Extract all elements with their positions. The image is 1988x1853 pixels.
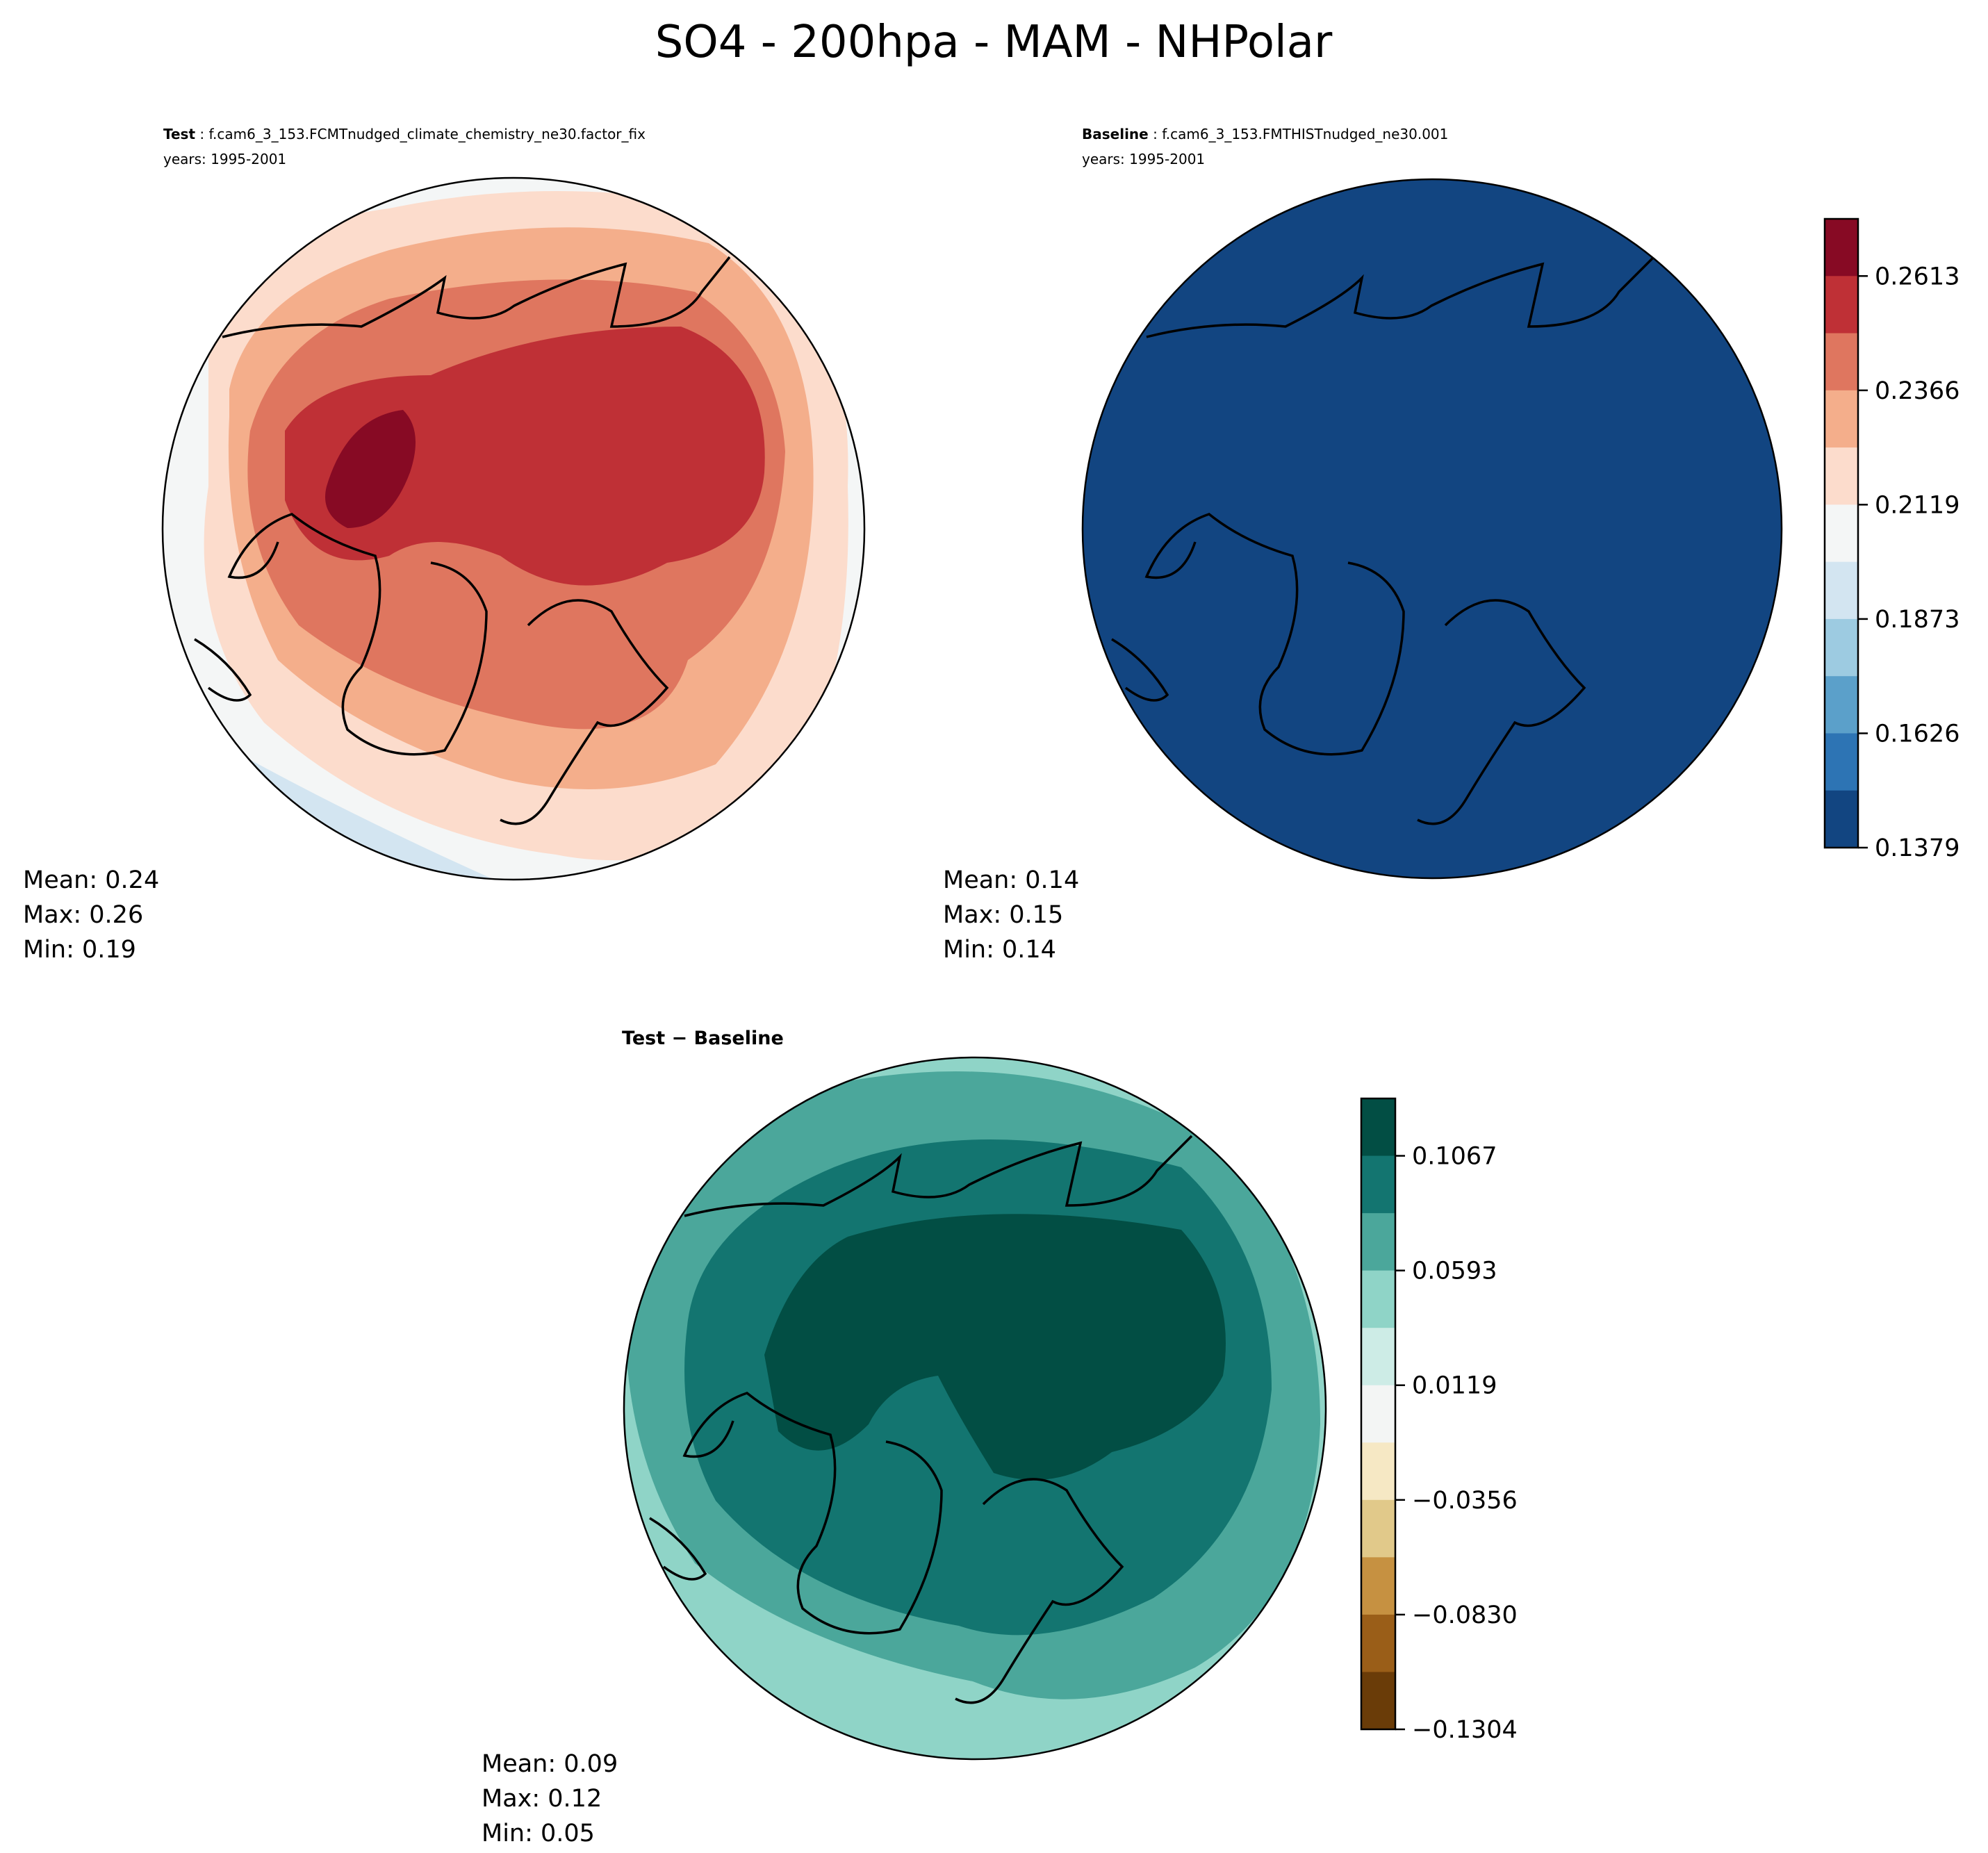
colorbar-frame xyxy=(1360,1097,1397,1731)
test-max: Max: 0.26 xyxy=(23,901,143,929)
colorbar-bin xyxy=(1825,447,1858,505)
baseline-label: Baseline xyxy=(1082,126,1149,142)
colorbar-tick-label: 0.2119 xyxy=(1875,491,1960,519)
contour-level-3 xyxy=(764,1214,1226,1480)
colorbar-bin xyxy=(1361,1672,1395,1730)
baseline-case-name: f.cam6_3_153.FMTHISTnudged_ne30.001 xyxy=(1162,126,1448,142)
colorbar-tick-label: 0.1873 xyxy=(1875,606,1960,634)
colorbar-tick-label: 0.0119 xyxy=(1412,1372,1497,1400)
colorbar-bin xyxy=(1361,1614,1395,1672)
colorbar-tick-label: 0.1067 xyxy=(1412,1143,1497,1171)
colorbar-bin xyxy=(1361,1557,1395,1615)
baseline-years: years: 1995-2001 xyxy=(1082,151,1205,167)
colorbar-bin xyxy=(1361,1270,1395,1328)
contour-level-0 xyxy=(1083,179,1782,878)
colorbar-bin xyxy=(1825,790,1858,848)
coastlines xyxy=(1111,256,1655,825)
colorbar-test-baseline: 0.2613 0.2366 0.2119 0.1873 0.1626 0.1379 xyxy=(1823,217,1960,862)
colorbar-tick-label: 0.0593 xyxy=(1412,1258,1497,1285)
colorbar-bin xyxy=(1361,1442,1395,1501)
colorbar-frame xyxy=(1823,217,1859,849)
colorbar-bin xyxy=(1825,219,1858,277)
svg-text:Test : f.cam6_3_153.FCMTnudged: Test : f.cam6_3_153.FCMTnudged_climate_c… xyxy=(163,126,646,142)
baseline-max: Max: 0.15 xyxy=(943,901,1063,929)
difference-label: Test − Baseline xyxy=(622,1028,784,1049)
colorbar-bin xyxy=(1825,618,1858,677)
test-years: years: 1995-2001 xyxy=(163,151,286,167)
colorbar-bin xyxy=(1361,1328,1395,1386)
difference-max: Max: 0.12 xyxy=(482,1785,602,1813)
baseline-map xyxy=(1083,179,1782,878)
colorbar-tick-label: −0.0830 xyxy=(1412,1601,1518,1629)
colorbar-bin xyxy=(1825,390,1858,448)
map-boundary xyxy=(623,1056,1327,1761)
test-case-name: f.cam6_3_153.FCMTnudged_climate_chemistr… xyxy=(208,126,646,142)
colorbar-bin xyxy=(1361,1155,1395,1214)
colorbar-bin xyxy=(1825,733,1858,791)
colorbar-bin xyxy=(1361,1385,1395,1443)
difference-panel: Test − Baseline Mean: 0.09 Max: 0.12 Min… xyxy=(482,1028,1518,1847)
difference-map xyxy=(624,1057,1326,1759)
colorbar-bin xyxy=(1361,1213,1395,1271)
svg-text:Baseline : f.cam6_3_153.FMTHIS: Baseline : f.cam6_3_153.FMTHISTnudged_ne… xyxy=(1082,126,1448,142)
test-map xyxy=(163,178,864,880)
contour-level-6 xyxy=(325,410,416,528)
test-label: Test xyxy=(163,126,195,142)
colorbar-tick-label: 0.2613 xyxy=(1875,263,1960,290)
colorbar-tick-label: −0.1304 xyxy=(1412,1716,1518,1744)
colorbar-bin xyxy=(1825,561,1858,620)
colorbar-bin xyxy=(1825,276,1858,334)
colorbar-difference: 0.1067 0.0593 0.0119 −0.0356 −0.0830 −0.1304 xyxy=(1360,1097,1518,1744)
difference-mean: Mean: 0.09 xyxy=(482,1750,618,1778)
colorbar-bin xyxy=(1361,1499,1395,1558)
coastlines xyxy=(649,1135,1193,1704)
test-panel: Test : f.cam6_3_153.FCMTnudged_climate_c… xyxy=(23,126,866,964)
baseline-panel: Baseline : f.cam6_3_153.FMTHISTnudged_ne… xyxy=(943,126,1960,964)
coastlines xyxy=(194,256,731,825)
map-boundary xyxy=(161,176,866,881)
baseline-mean: Mean: 0.14 xyxy=(943,866,1079,894)
colorbar-tick-label: 0.1379 xyxy=(1875,834,1960,862)
contour-level-5 xyxy=(285,327,765,586)
colorbar-bin xyxy=(1825,676,1858,734)
map-boundary xyxy=(1081,178,1783,880)
colorbar-tick-label: 0.1626 xyxy=(1875,720,1960,748)
colorbar-tick-label: 0.2366 xyxy=(1875,377,1960,405)
colorbar-bin xyxy=(1361,1098,1395,1157)
figure-title: SO4 - 200hpa - MAM - NHPolar xyxy=(655,17,1333,68)
colorbar-tick-label: −0.0356 xyxy=(1412,1487,1518,1515)
colorbar-bin xyxy=(1825,333,1858,391)
difference-min: Min: 0.05 xyxy=(482,1820,595,1847)
colorbar-bin xyxy=(1825,504,1858,563)
test-min: Min: 0.19 xyxy=(23,936,136,964)
test-mean: Mean: 0.24 xyxy=(23,866,159,894)
baseline-min: Min: 0.14 xyxy=(943,936,1056,964)
